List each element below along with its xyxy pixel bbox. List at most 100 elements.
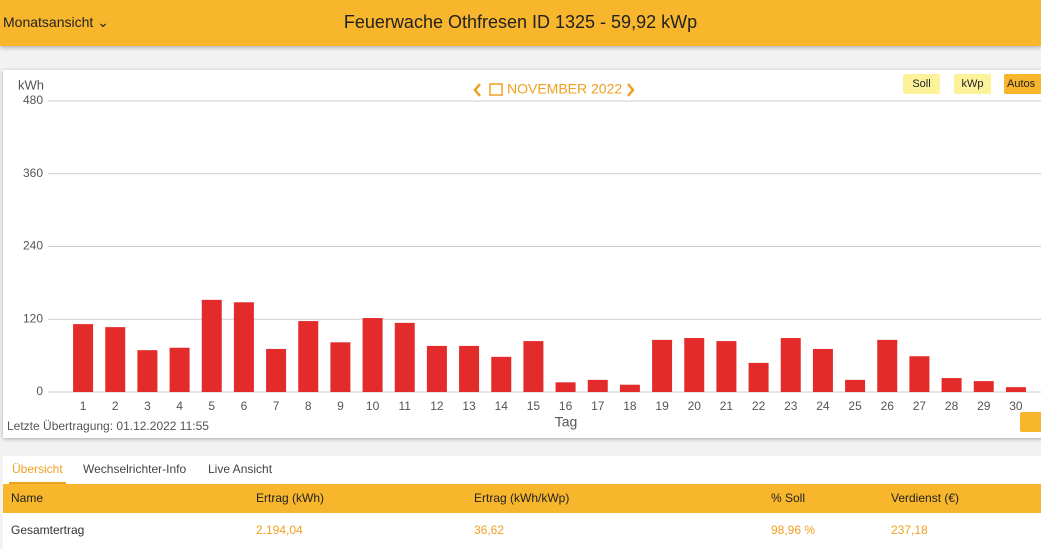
bar — [459, 345, 480, 392]
column-header: % Soll — [771, 491, 806, 505]
bar — [780, 338, 801, 392]
toggle-button[interactable] — [954, 74, 991, 94]
x-tick-label: 8 — [305, 399, 312, 413]
bar — [362, 318, 383, 392]
bar — [748, 362, 769, 392]
x-tick-label: 18 — [623, 399, 637, 413]
table-row — [3, 513, 1041, 549]
x-tick-label: 25 — [848, 399, 862, 413]
bar — [812, 348, 833, 392]
x-tick-label: 4 — [176, 399, 183, 413]
y-tick-label: 480 — [23, 93, 43, 107]
bar — [1005, 387, 1026, 392]
x-tick-label: 21 — [720, 399, 734, 413]
bar — [652, 339, 673, 392]
x-tick-label: 24 — [816, 399, 830, 413]
next-month[interactable] — [627, 83, 635, 97]
x-tick-label: 14 — [495, 399, 509, 413]
bar — [330, 342, 351, 392]
y-tick-label: 360 — [23, 166, 43, 180]
last-transfer: Letzte Übertragung: 01.12.2022 11:55 — [7, 419, 209, 433]
tab[interactable]: Wechselrichter-Info — [83, 462, 187, 476]
bar — [298, 321, 319, 392]
x-tick-label: 27 — [913, 399, 927, 413]
export-button[interactable] — [1020, 412, 1041, 432]
bar — [266, 348, 287, 392]
toggle-label[interactable]: kWp — [962, 78, 984, 90]
bar — [523, 341, 544, 392]
x-tick-label: 3 — [144, 399, 151, 413]
bar — [845, 379, 866, 392]
bar — [587, 379, 608, 392]
bar — [716, 341, 737, 392]
bar — [491, 356, 512, 392]
x-tick-label: 17 — [591, 399, 605, 413]
bar — [233, 302, 254, 392]
x-tick-label: 19 — [655, 399, 669, 413]
bar — [426, 345, 447, 392]
toggle-button[interactable] — [903, 74, 940, 94]
bar — [877, 339, 898, 392]
column-header: Verdienst (€) — [891, 491, 960, 505]
x-tick-label: 5 — [208, 399, 215, 413]
x-tick-label: 11 — [399, 399, 412, 413]
bar — [73, 324, 94, 392]
x-tick-label: 23 — [784, 399, 798, 413]
column-header: Ertrag (kWh/kWp) — [474, 491, 570, 505]
bar — [684, 338, 705, 392]
page-title: Feuerwache Othfresen ID 1325 - 59,92 kWp — [343, 12, 698, 32]
x-tick-label: 22 — [752, 399, 766, 413]
view-menu[interactable]: Monatsansicht ⌄ — [3, 14, 109, 30]
tabs: Übersicht Wechselrichter-Info Live Ansicht — [3, 456, 1041, 484]
bar — [941, 378, 962, 392]
x-tick-label: 9 — [337, 399, 344, 413]
tab[interactable]: Live Ansicht — [208, 462, 273, 476]
bar — [973, 381, 994, 392]
x-tick-label: 15 — [527, 399, 541, 413]
table-cell: Gesamtertrag — [11, 523, 85, 537]
y-tick-label: 0 — [36, 384, 43, 398]
table-header — [3, 484, 1041, 513]
column-header: Name — [11, 491, 44, 505]
toggle-label[interactable]: Autos — [1007, 78, 1036, 90]
x-tick-label: 13 — [462, 399, 476, 413]
x-tick-label: 1 — [80, 399, 87, 413]
bar — [169, 347, 190, 392]
table-cell: 98,96 % — [771, 523, 816, 537]
x-tick-label: 6 — [241, 399, 248, 413]
y-tick-label: 240 — [23, 239, 43, 253]
x-tick-label: 30 — [1009, 399, 1023, 413]
x-tick-label: 29 — [977, 399, 991, 413]
y-axis-label: kWh — [18, 77, 44, 92]
month-label[interactable]: NOVEMBER 2022 — [507, 81, 622, 97]
bar — [105, 327, 126, 392]
prev-month[interactable] — [473, 83, 481, 97]
bar — [555, 382, 576, 392]
y-tick-label: 120 — [23, 311, 43, 325]
bar — [619, 384, 640, 392]
bar — [137, 350, 158, 392]
table-cell: 2.194,04 — [256, 523, 303, 537]
x-tick-label: 16 — [559, 399, 573, 413]
header: Monatsansicht ⌄ Feuerwache Othfresen ID … — [0, 0, 1041, 46]
column-header: Ertrag (kWh) — [256, 491, 325, 505]
x-tick-label: 26 — [881, 399, 895, 413]
x-tick-label: 28 — [945, 399, 959, 413]
x-tick-label: 20 — [688, 399, 702, 413]
table-cell: 237,18 — [891, 523, 928, 537]
x-tick-label: 2 — [112, 399, 119, 413]
bar — [394, 322, 415, 392]
bar — [909, 356, 930, 392]
tab[interactable]: Übersicht — [9, 462, 66, 484]
bar — [201, 299, 222, 392]
toggle-button[interactable] — [1004, 74, 1041, 94]
table-cell: 36,62 — [474, 523, 505, 537]
chart: kWh Tag Letzte Übertragung: 01.12.2022 1… — [7, 74, 1041, 433]
x-tick-label: 12 — [430, 399, 444, 413]
calendar-icon — [489, 83, 503, 96]
x-tick-label: 7 — [273, 399, 280, 413]
x-tick-label: 10 — [366, 399, 380, 413]
menu-label[interactable]: Monatsansicht — [3, 14, 94, 30]
toggle-label[interactable]: Soll — [912, 78, 930, 90]
